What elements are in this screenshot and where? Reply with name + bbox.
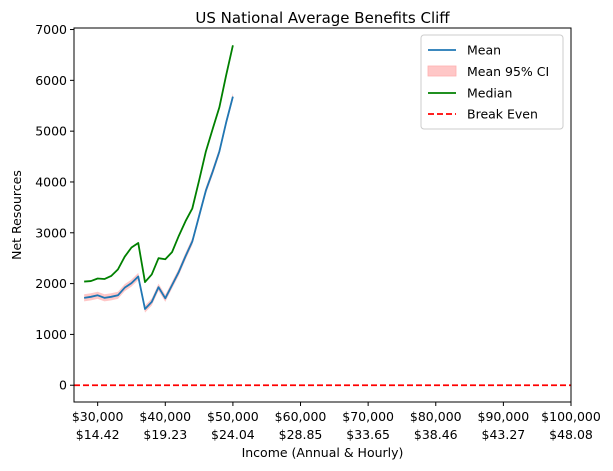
y-tick-label: 7000 [35,22,67,37]
x-tick-label-annual: $30,000 [72,409,124,424]
legend-label-ci: Mean 95% CI [467,64,549,79]
y-tick-label: 5000 [35,124,67,139]
x-tick-label-annual: $40,000 [139,409,191,424]
x-tick-label-annual: $90,000 [478,409,530,424]
x-tick-label-hourly: $24.04 [211,427,255,442]
x-tick-label-hourly: $28.85 [279,427,323,442]
y-tick-label: 4000 [35,174,67,189]
legend-label-break-even: Break Even [467,107,538,122]
x-tick-label-annual: $100,000 [541,409,601,424]
x-tick-label-annual: $50,000 [207,409,259,424]
legend-label-median: Median [467,86,512,101]
x-tick-label-hourly: $48.08 [549,427,593,442]
y-axis-label: Net Resources [9,170,24,260]
y-tick-label: 6000 [35,73,67,88]
x-tick-label-hourly: $19.23 [143,427,187,442]
mean-line [84,96,234,310]
y-tick-label: 3000 [35,225,67,240]
legend-swatch-ci [427,65,457,77]
x-tick-label-hourly: $14.42 [76,427,120,442]
x-axis: $30,000 $14.42 $40,000 $19.23 $50,000 $24.04 $… [72,402,601,442]
x-tick-label-annual: $60,000 [275,409,327,424]
data-marks [74,45,571,387]
x-tick-label-annual: $80,000 [410,409,462,424]
median-line [84,45,234,283]
legend-label-mean: Mean [467,43,501,58]
chart-title: US National Average Benefits Cliff [195,9,450,27]
x-tick-label-annual: $70,000 [342,409,394,424]
plot-border [73,27,572,403]
y-axis: 0 1000 2000 3000 4000 5000 6000 7000 [35,22,74,393]
y-tick-label: 0 [59,378,67,393]
y-tick-label: 2000 [35,276,67,291]
x-tick-label-hourly: $43.27 [482,427,526,442]
x-axis-label: Income (Annual & Hourly) [242,445,404,460]
x-tick-label-hourly: $33.65 [346,427,390,442]
legend-box [420,34,564,130]
y-tick-label: 1000 [35,327,67,342]
x-tick-label-hourly: $38.46 [414,427,458,442]
legend: Mean Mean 95% CI Median Break Even [420,34,564,130]
